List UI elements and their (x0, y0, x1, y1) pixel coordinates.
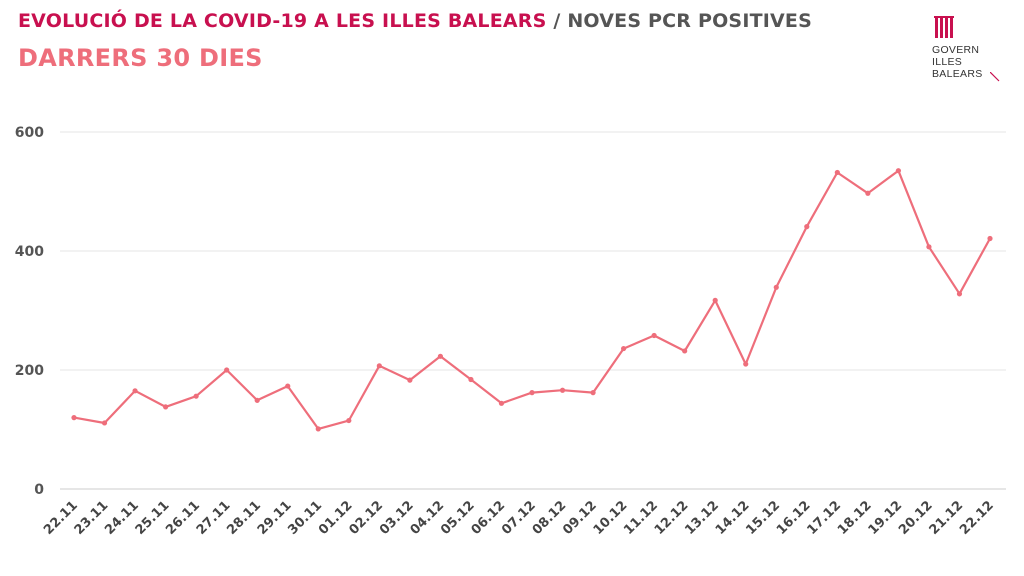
data-point (132, 388, 138, 394)
data-point (498, 400, 505, 406)
data-point (621, 345, 627, 352)
x-tick-label: 01.12 (316, 498, 356, 538)
x-tick-label: 05.12 (438, 498, 478, 538)
data-point (101, 420, 108, 426)
chart-title: EVOLUCIÓ DE LA COVID-19 A LES ILLES BALE… (18, 10, 812, 32)
x-tick-label: 07.12 (499, 498, 539, 538)
chart-subtitle: DARRERS 30 DIES (18, 44, 263, 72)
data-point (529, 390, 535, 396)
x-tick-label: 25.11 (133, 498, 173, 538)
government-crest-icon (934, 16, 954, 38)
data-point (834, 169, 840, 176)
x-tick-label: 27.11 (194, 498, 234, 538)
govern-illes-balears-logo: GOVERN ILLES BALEARS (932, 16, 1012, 86)
chart-title-separator: / (553, 10, 561, 32)
data-point (376, 363, 382, 369)
logo-line-1: GOVERN (932, 44, 980, 56)
data-point (407, 377, 413, 383)
data-point (590, 390, 596, 396)
chart-title-main: EVOLUCIÓ DE LA COVID-19 A LES ILLES BALE… (18, 10, 547, 32)
data-point (468, 376, 474, 383)
data-point (987, 235, 993, 242)
data-point (193, 393, 199, 399)
y-axis: 0 200 400 600 (15, 125, 44, 498)
x-tick-label: 03.12 (377, 498, 417, 538)
chart-title-suffix: NOVES PCR POSITIVES (567, 10, 812, 32)
x-tick-label: 29.11 (255, 498, 295, 538)
data-point (163, 404, 169, 410)
series-layer (71, 168, 993, 432)
data-point (315, 426, 321, 432)
data-point (682, 348, 688, 354)
data-point (651, 332, 657, 339)
logo-accent-slash-icon (990, 72, 1000, 82)
x-tick-label: 22.11 (41, 498, 81, 538)
x-tick-label: 15.12 (743, 498, 783, 538)
x-tick-label: 20.12 (896, 498, 936, 538)
x-axis: 22.1123.1124.1125.1126.1127.1128.1129.11… (41, 498, 997, 538)
x-tick-label: 23.11 (72, 498, 112, 538)
x-tick-label: 11.12 (621, 498, 661, 538)
x-tick-label: 22.12 (957, 498, 997, 538)
grid-lines (60, 131, 1006, 490)
x-tick-label: 06.12 (469, 498, 509, 538)
data-point (712, 297, 718, 303)
y-tick-label: 200 (15, 363, 44, 379)
x-tick-label: 18.12 (835, 498, 875, 538)
x-tick-label: 30.11 (285, 498, 325, 538)
data-point (254, 397, 260, 403)
x-tick-label: 14.12 (713, 498, 753, 538)
x-tick-label: 04.12 (408, 498, 448, 538)
x-tick-label: 08.12 (530, 498, 570, 538)
x-tick-label: 10.12 (591, 498, 631, 538)
x-tick-label: 28.11 (224, 498, 264, 538)
x-tick-label: 12.12 (652, 498, 692, 538)
x-tick-label: 02.12 (346, 498, 386, 538)
x-tick-label: 24.11 (102, 498, 142, 538)
data-point (346, 417, 352, 424)
y-tick-label: 0 (34, 482, 44, 498)
data-point (224, 367, 230, 373)
x-tick-label: 09.12 (560, 498, 600, 538)
data-point (71, 415, 77, 421)
data-point (559, 387, 566, 393)
data-point (956, 291, 963, 297)
logo-text: GOVERN ILLES BALEARS (932, 44, 983, 80)
data-point (926, 244, 932, 250)
data-point (895, 168, 902, 174)
x-tick-label: 26.11 (163, 498, 203, 538)
x-tick-label: 13.12 (682, 498, 722, 538)
data-point (285, 383, 291, 389)
data-point (437, 353, 443, 359)
data-point (773, 284, 779, 290)
y-tick-label: 400 (15, 244, 44, 260)
logo-line-2: ILLES (932, 56, 963, 68)
logo-line-3: BALEARS (932, 68, 983, 80)
x-tick-label: 16.12 (774, 498, 814, 538)
data-point (865, 190, 871, 196)
data-point (743, 361, 749, 367)
y-tick-label: 600 (15, 125, 44, 141)
x-tick-label: 21.12 (927, 498, 967, 538)
x-tick-label: 19.12 (866, 498, 906, 538)
data-point (804, 224, 810, 230)
x-tick-label: 17.12 (804, 498, 844, 538)
